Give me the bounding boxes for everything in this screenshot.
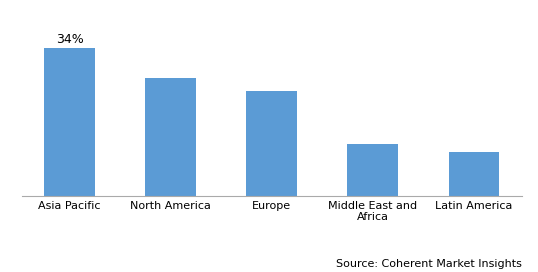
Bar xyxy=(348,144,398,196)
Text: 34%: 34% xyxy=(55,33,83,46)
Text: Source: Coherent Market Insights: Source: Coherent Market Insights xyxy=(336,259,522,269)
Bar xyxy=(145,78,196,196)
Bar xyxy=(449,152,499,196)
Bar xyxy=(44,48,95,196)
Bar xyxy=(246,91,297,196)
